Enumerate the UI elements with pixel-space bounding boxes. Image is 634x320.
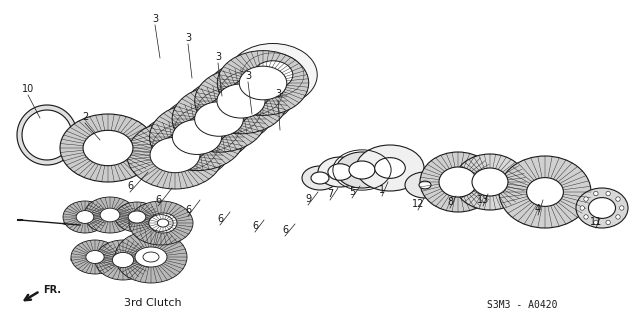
Text: 6: 6 xyxy=(185,205,191,215)
Text: 3: 3 xyxy=(245,71,251,81)
Ellipse shape xyxy=(86,251,104,263)
Ellipse shape xyxy=(217,84,265,118)
Circle shape xyxy=(616,197,620,201)
Ellipse shape xyxy=(63,201,107,233)
Text: 4: 4 xyxy=(535,204,541,214)
Ellipse shape xyxy=(206,61,296,125)
Ellipse shape xyxy=(311,172,329,184)
Text: 6: 6 xyxy=(155,195,161,205)
Ellipse shape xyxy=(115,231,187,283)
Ellipse shape xyxy=(115,202,159,232)
Ellipse shape xyxy=(84,197,136,233)
Ellipse shape xyxy=(127,121,223,189)
Circle shape xyxy=(616,215,620,219)
Ellipse shape xyxy=(60,114,156,182)
Text: 12: 12 xyxy=(412,199,424,209)
Text: 13: 13 xyxy=(477,195,489,205)
Ellipse shape xyxy=(499,156,591,228)
Ellipse shape xyxy=(209,96,249,125)
Ellipse shape xyxy=(71,240,119,274)
Ellipse shape xyxy=(195,102,243,136)
Ellipse shape xyxy=(149,215,173,231)
Text: 9: 9 xyxy=(305,194,311,204)
Ellipse shape xyxy=(83,130,133,166)
Ellipse shape xyxy=(100,208,120,222)
Ellipse shape xyxy=(231,79,271,107)
Circle shape xyxy=(584,215,588,219)
Ellipse shape xyxy=(318,157,362,187)
Ellipse shape xyxy=(138,114,231,180)
Ellipse shape xyxy=(149,213,177,233)
Circle shape xyxy=(593,220,598,225)
Text: 6: 6 xyxy=(252,221,258,231)
Text: 5: 5 xyxy=(349,187,355,197)
Ellipse shape xyxy=(576,188,628,228)
Polygon shape xyxy=(17,105,77,165)
Ellipse shape xyxy=(420,152,496,212)
Ellipse shape xyxy=(405,172,445,198)
Ellipse shape xyxy=(95,240,151,280)
Circle shape xyxy=(606,191,611,196)
Circle shape xyxy=(606,220,611,225)
Text: 2: 2 xyxy=(82,112,88,122)
Text: 11: 11 xyxy=(590,217,602,227)
Ellipse shape xyxy=(143,252,159,262)
Text: 3rd Clutch: 3rd Clutch xyxy=(124,298,182,308)
Text: 3: 3 xyxy=(185,33,191,43)
Text: 1: 1 xyxy=(379,185,385,195)
Ellipse shape xyxy=(183,79,275,143)
Ellipse shape xyxy=(172,86,266,152)
Ellipse shape xyxy=(302,166,338,190)
Ellipse shape xyxy=(375,158,405,178)
Ellipse shape xyxy=(150,103,245,171)
Ellipse shape xyxy=(454,154,526,210)
Ellipse shape xyxy=(112,252,134,268)
Text: FR.: FR. xyxy=(43,285,61,295)
Ellipse shape xyxy=(164,132,206,162)
Ellipse shape xyxy=(135,247,167,267)
Ellipse shape xyxy=(128,211,146,223)
Ellipse shape xyxy=(439,167,477,197)
Ellipse shape xyxy=(217,51,309,116)
Ellipse shape xyxy=(328,164,352,180)
Text: 7: 7 xyxy=(327,189,333,199)
Ellipse shape xyxy=(161,96,253,162)
Ellipse shape xyxy=(527,178,564,206)
Ellipse shape xyxy=(419,181,431,189)
Ellipse shape xyxy=(239,66,287,100)
Ellipse shape xyxy=(138,248,164,266)
Ellipse shape xyxy=(150,137,200,173)
Ellipse shape xyxy=(195,68,287,134)
Ellipse shape xyxy=(472,168,508,196)
Text: 3: 3 xyxy=(152,14,158,24)
Text: 6: 6 xyxy=(127,181,133,191)
Circle shape xyxy=(584,197,588,201)
Circle shape xyxy=(593,191,598,196)
Ellipse shape xyxy=(356,145,424,191)
Ellipse shape xyxy=(157,219,169,227)
Ellipse shape xyxy=(336,152,388,188)
Ellipse shape xyxy=(186,114,228,144)
Text: S3M3 - A0420: S3M3 - A0420 xyxy=(487,300,557,310)
Ellipse shape xyxy=(76,211,94,223)
Ellipse shape xyxy=(172,120,222,155)
Ellipse shape xyxy=(129,201,193,245)
Text: 6: 6 xyxy=(282,225,288,235)
Text: 6: 6 xyxy=(217,214,223,224)
Ellipse shape xyxy=(588,197,616,218)
Text: 8: 8 xyxy=(447,197,453,207)
Ellipse shape xyxy=(253,61,293,89)
Circle shape xyxy=(580,206,585,210)
Text: 3: 3 xyxy=(215,52,221,62)
Ellipse shape xyxy=(349,161,375,179)
Text: 3: 3 xyxy=(275,89,281,99)
Text: 10: 10 xyxy=(22,84,34,94)
Circle shape xyxy=(619,206,624,210)
Ellipse shape xyxy=(229,44,317,106)
